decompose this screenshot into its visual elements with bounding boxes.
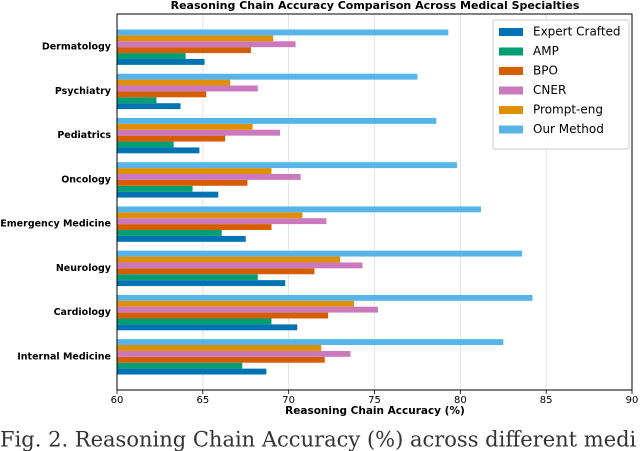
bar [117,123,253,130]
x-tick-label: 65 [196,395,209,406]
bar [117,47,251,54]
legend-label: AMP [533,44,559,58]
x-tick-label: 75 [368,395,381,406]
y-tick-label: Cardiology [54,307,112,318]
y-tick-label: Psychiatry [55,86,112,97]
bar [117,97,157,104]
y-tick-label: Neurology [56,263,112,274]
legend-label: Expert Crafted [533,25,621,39]
legend-box [492,19,630,150]
x-tick-label: 85 [540,395,553,406]
bar [117,53,186,59]
bar [117,191,219,198]
legend-label: CNER [533,83,566,97]
bar [117,368,267,375]
legend-swatch [499,67,523,75]
bar [117,206,481,213]
bar [117,73,418,80]
bar [117,324,298,331]
bar [117,280,286,287]
bar [117,185,193,192]
bar [117,339,504,346]
bar [117,350,351,357]
plot-frame [116,13,633,391]
y-tick-label: Emergency Medicine [0,219,111,230]
legend-swatch [499,106,523,114]
bar [117,135,226,142]
caption: Fig. 2. Reasoning Chain Accuracy (%) acr… [0,428,637,451]
bar [117,356,325,363]
bar [117,117,437,124]
legend-label: BPO [533,64,558,78]
bar [117,103,181,110]
bar [117,345,322,351]
bar [117,218,327,225]
bar [117,235,246,242]
x-axis-label: Reasoning Chain Accuracy (%) [285,405,465,417]
bar [117,179,248,186]
x-tick-label: 80 [454,395,467,406]
bar [117,41,296,48]
bar [117,362,243,369]
legend-swatch [499,125,523,134]
x-tick-label: 70 [282,395,295,406]
x-tick-label: 60 [111,395,124,406]
bar [117,224,272,231]
chart-title: Reasoning Chain Accuracy Comparison Acro… [171,0,580,12]
y-tick-label: Internal Medicine [17,351,111,362]
x-tick-label: 90 [626,395,639,406]
bar [117,312,329,319]
bar [117,294,533,301]
bar [117,262,363,269]
bar [117,300,354,307]
legend-swatch [499,47,523,56]
legend-swatch [499,28,523,36]
bar [117,173,301,180]
legend-swatch [499,86,523,95]
legend-label: Prompt-eng [533,103,603,117]
bar [117,306,378,313]
bar [117,212,303,219]
bar [117,29,449,36]
bar [117,274,258,281]
bar [117,162,457,169]
bar [117,168,272,174]
bar [117,35,274,42]
bar [117,268,315,275]
bar [117,318,272,325]
bar [117,91,207,98]
bar [117,141,174,148]
bar [117,147,200,154]
bar [117,85,258,92]
bar [117,129,281,136]
y-tick-label: Dermatology [42,42,112,53]
bar [117,256,341,263]
bar [117,58,205,65]
legend-label: Our Method [533,122,604,136]
y-tick-label: Pediatrics [57,130,111,141]
bar [117,230,222,236]
y-tick-label: Oncology [61,174,112,185]
bar [117,79,231,86]
bar [117,250,523,257]
